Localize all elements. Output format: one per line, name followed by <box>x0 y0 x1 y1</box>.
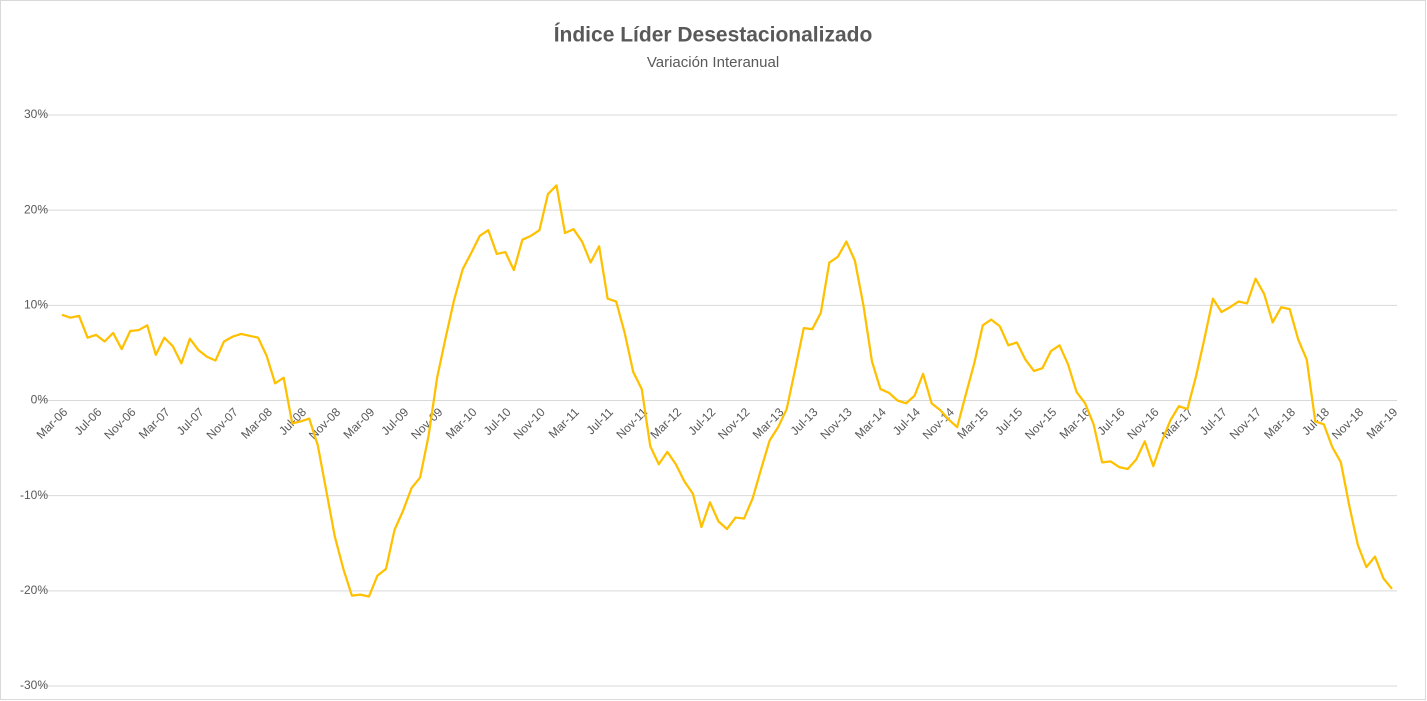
y-tick-label: 20% <box>24 202 48 216</box>
y-tick-label: -10% <box>20 488 48 502</box>
y-tick-label: -30% <box>20 678 48 692</box>
y-tick-label: -20% <box>20 583 48 597</box>
chart-title: Índice Líder Desestacionalizado <box>554 24 873 47</box>
data-line <box>61 184 1393 598</box>
y-tick-label: 30% <box>24 107 48 121</box>
y-tick-label: 0% <box>31 393 49 407</box>
y-tick-label: 10% <box>24 298 48 312</box>
chart-subtitle: Variación Interanual <box>647 54 779 71</box>
